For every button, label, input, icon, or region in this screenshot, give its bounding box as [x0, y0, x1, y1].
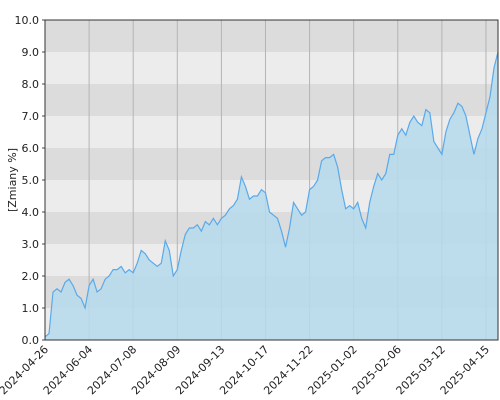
y-tick-label: 10.0: [15, 14, 40, 27]
y-tick-label: 8.0: [22, 78, 40, 91]
y-tick-label: 1.0: [22, 302, 40, 315]
y-tick-label: 5.0: [22, 174, 40, 187]
plot-frame: [44, 19, 499, 341]
line: [44, 51, 499, 338]
grid-band: [45, 52, 498, 84]
y-tick-label: 0.0: [22, 334, 40, 347]
y-tick-label: 3.0: [22, 238, 40, 251]
y-tick-label: 9.0: [22, 46, 40, 59]
y-tick-label: 6.0: [22, 142, 40, 155]
y-axis-label: [Zmiany %]: [6, 148, 19, 212]
area: [45, 52, 498, 340]
y-tick-label: 4.0: [22, 206, 40, 219]
grid-band: [45, 84, 498, 116]
y-tick-label: 7.0: [22, 110, 40, 123]
y-tick-label: 2.0: [22, 270, 40, 283]
grid-band: [45, 20, 498, 52]
